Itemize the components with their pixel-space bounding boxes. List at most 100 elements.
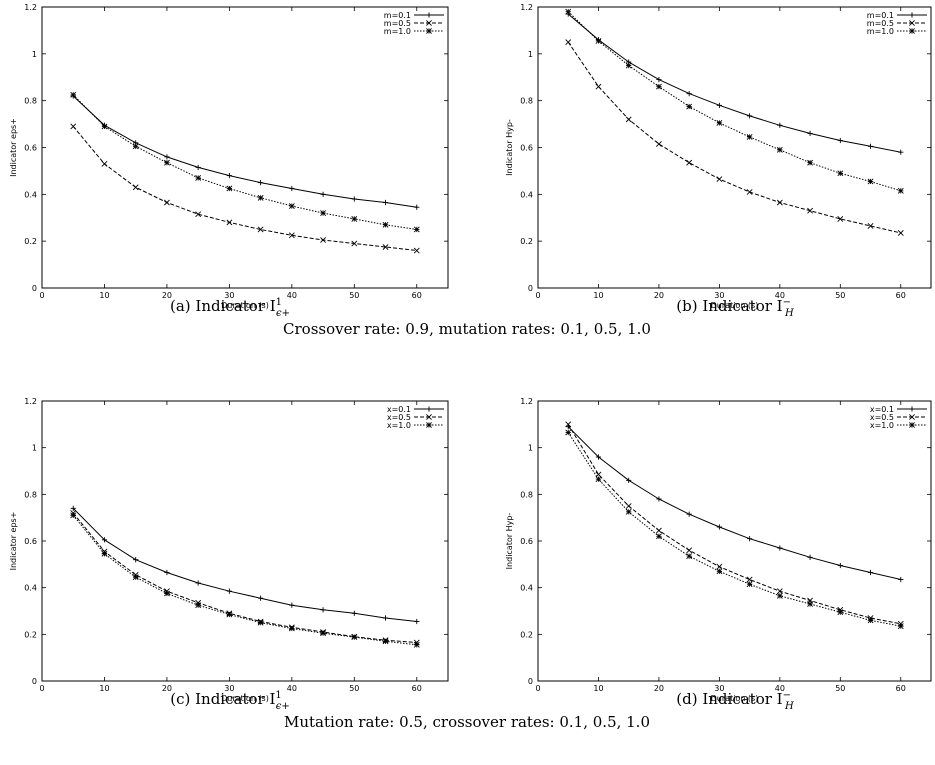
- marker-stroke: [807, 207, 813, 214]
- data-point: [625, 503, 632, 509]
- legend-marker: [909, 422, 915, 428]
- series-x=0.1: [70, 505, 420, 625]
- x-tick-label: 20: [654, 684, 664, 693]
- y-tick-label: 0.8: [24, 97, 37, 106]
- marker-stroke: [776, 592, 783, 599]
- row-caption: Mutation rate: 0.5, crossover rates: 0.1…: [284, 713, 650, 731]
- data-point: [351, 240, 358, 247]
- data-point: [320, 210, 326, 216]
- y-tick-label: 0.2: [24, 630, 37, 639]
- data-point: [837, 216, 844, 222]
- data-point: [776, 199, 783, 206]
- marker-stroke: [132, 184, 139, 191]
- legend-label: m=1.0: [867, 27, 894, 36]
- x-tick-label: 30: [224, 291, 234, 300]
- data-point: [837, 170, 844, 177]
- chart-2: 0 10 20 30 40 50 60 0 0.2 0.4 0.6 0.8 1 1.2 Duration (…: [505, 3, 932, 319]
- y-tick-label: 0: [528, 677, 533, 686]
- data-point: [195, 175, 202, 181]
- data-point: [101, 550, 108, 557]
- data-point: [101, 123, 108, 130]
- marker-stroke: [195, 175, 202, 181]
- data-point: [351, 610, 357, 616]
- plot-frame: [537, 400, 932, 682]
- marker-stroke: [101, 160, 108, 167]
- y-tick-label: 1: [528, 50, 533, 59]
- data-point: [132, 143, 139, 150]
- marker-stroke: [595, 476, 602, 483]
- data-point: [320, 607, 326, 613]
- x-tick-label: 50: [349, 684, 359, 693]
- series-line: [72, 95, 417, 208]
- series-x=0.5: [565, 421, 904, 627]
- data-point: [686, 547, 693, 554]
- data-point: [656, 496, 662, 502]
- marker-stroke: [686, 159, 693, 166]
- data-point: [837, 137, 843, 144]
- data-point: [807, 207, 813, 214]
- data-point: [807, 554, 813, 560]
- marker-stroke: [426, 422, 432, 428]
- marker-stroke: [132, 143, 139, 150]
- caption-sub: ϵ+: [276, 308, 290, 319]
- data-point: [320, 630, 326, 637]
- data-point: [595, 38, 602, 44]
- data-point: [686, 103, 693, 110]
- x-tick-label: 10: [593, 291, 603, 300]
- marker-stroke: [257, 226, 264, 233]
- marker-stroke: [656, 141, 662, 147]
- data-point: [382, 199, 389, 206]
- data-point: [257, 226, 264, 233]
- marker-stroke: [351, 240, 358, 247]
- data-point: [626, 477, 632, 483]
- marker-stroke: [625, 508, 632, 515]
- legend-label: x=1.0: [870, 421, 894, 430]
- y-tick-label: 0.4: [24, 584, 37, 593]
- legend-marker: [426, 406, 432, 412]
- series-line: [72, 507, 417, 622]
- y-tick-label: 0.6: [520, 144, 533, 153]
- x-tick-label: 30: [714, 291, 724, 300]
- caption-text: (c) Indicator I: [170, 690, 275, 708]
- series-line: [72, 512, 417, 643]
- marker-stroke: [101, 550, 108, 557]
- data-point: [565, 39, 572, 46]
- y-tick-label: 1: [528, 444, 533, 453]
- x-tick-label: 30: [714, 684, 724, 693]
- legend-marker: [426, 414, 432, 420]
- marker-stroke: [595, 83, 602, 90]
- y-tick-label: 1.2: [24, 3, 37, 12]
- marker-stroke: [595, 38, 602, 44]
- marker-stroke: [195, 211, 202, 218]
- chart-3: 0 10 20 30 40 50 60 0 0.2 0.4 0.6 0.8 1 1.2 Duration (…: [9, 397, 449, 712]
- data-point: [656, 527, 662, 534]
- data-point: [776, 588, 783, 595]
- data-point: [565, 429, 572, 436]
- y-tick-label: 0.6: [520, 537, 533, 546]
- data-point: [807, 130, 813, 137]
- data-point: [746, 576, 753, 583]
- x-tick-label: 60: [896, 684, 906, 693]
- series-m=1.0: [70, 91, 420, 233]
- x-tick-label: 60: [412, 291, 422, 300]
- marker-stroke: [746, 189, 753, 195]
- marker-stroke: [351, 216, 358, 222]
- y-tick-label: 1.2: [520, 397, 533, 406]
- legend-marker: [909, 406, 915, 412]
- series-line: [567, 432, 901, 627]
- marker-stroke: [807, 601, 813, 607]
- caption-text: (d) Indicator I: [676, 690, 782, 708]
- data-point: [897, 623, 904, 630]
- data-point: [351, 196, 357, 202]
- data-point: [257, 619, 264, 626]
- x-tick-label: 20: [162, 684, 172, 693]
- data-point: [226, 588, 232, 594]
- data-point: [807, 159, 813, 166]
- marker-stroke: [776, 146, 783, 153]
- series-line: [567, 13, 901, 153]
- caption-sup: 1: [275, 690, 281, 701]
- x-tick-label: 10: [593, 684, 603, 693]
- marker-stroke: [716, 176, 723, 183]
- y-axis-label: Indicator Hyp-: [505, 513, 514, 570]
